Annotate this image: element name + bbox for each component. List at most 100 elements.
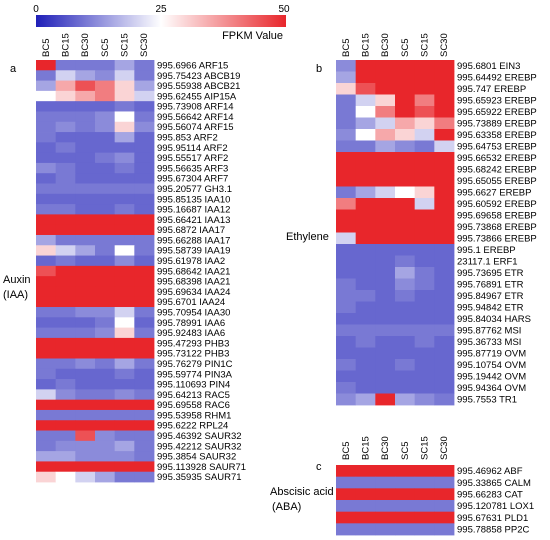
- heatmap-cell: [336, 336, 357, 348]
- column-header-sc5: SC5: [400, 39, 411, 57]
- heatmap-cell: [336, 186, 357, 199]
- column-header-sc15: SC15: [420, 33, 431, 57]
- heatmap-cell: [355, 198, 376, 210]
- row-label: 995.62455 AIP15A: [157, 91, 237, 102]
- row-label: 995.84034 HARS: [457, 314, 531, 325]
- heatmap-cell: [375, 83, 396, 95]
- heatmap-cell: [95, 224, 116, 236]
- heatmap-cell: [395, 129, 416, 141]
- heatmap-cell: [134, 173, 155, 184]
- heatmap-cell: [134, 142, 155, 154]
- heatmap-cell: [395, 60, 416, 72]
- heatmap-cell: [375, 163, 396, 176]
- heatmap-cell: [395, 94, 416, 107]
- heatmap-cell: [355, 278, 376, 291]
- heatmap-cell: [414, 523, 435, 536]
- heatmap-cell: [336, 511, 357, 524]
- heatmap-cell: [55, 101, 76, 112]
- row-label: 995.60592 EREBP: [457, 199, 537, 210]
- heatmap-cell: [434, 175, 455, 187]
- heatmap-cell: [75, 132, 96, 143]
- heatmap-cell: [375, 60, 396, 72]
- colorbar-tick-25: 25: [155, 4, 167, 15]
- heatmap-cell: [95, 440, 116, 452]
- heatmap-cell: [134, 60, 155, 71]
- heatmap-cell: [36, 409, 57, 421]
- heatmap-cell: [114, 461, 135, 473]
- heatmap-cell: [134, 296, 155, 308]
- heatmap-cell: [114, 451, 135, 462]
- heatmap-cell: [75, 409, 96, 421]
- heatmap-cell: [355, 267, 376, 279]
- heatmap-cell: [375, 370, 396, 383]
- heatmap-cell: [355, 511, 376, 524]
- heatmap-cell: [434, 347, 455, 360]
- heatmap-cell: [395, 476, 416, 489]
- row-label: 995.73866 EREBP: [457, 234, 537, 245]
- row-label: 995.6966 ARF15: [157, 60, 228, 71]
- heatmap-cell: [434, 60, 455, 72]
- heatmap-cell: [114, 80, 135, 92]
- heatmap-cell: [395, 140, 416, 153]
- heatmap-cell: [355, 301, 376, 314]
- heatmap-cell: [434, 71, 455, 84]
- heatmap-cell: [134, 80, 155, 92]
- heatmap-cell: [355, 382, 376, 394]
- heatmap-cell: [75, 224, 96, 236]
- heatmap-cell: [336, 347, 357, 360]
- heatmap-cell: [134, 193, 155, 205]
- heatmap-cell: [414, 129, 435, 141]
- heatmap-cell: [95, 90, 116, 102]
- heatmap-cell: [395, 232, 416, 245]
- heatmap-cell: [55, 389, 76, 401]
- heatmap-cell: [114, 121, 135, 133]
- heatmap-cell: [36, 430, 57, 442]
- heatmap-cell: [36, 379, 57, 390]
- heatmap-cell: [36, 224, 57, 236]
- panel-c-letter: c: [316, 461, 322, 473]
- heatmap-cell: [36, 337, 57, 349]
- heatmap-cell: [414, 324, 435, 337]
- heatmap-cell: [55, 245, 76, 256]
- heatmap-cell: [355, 163, 376, 176]
- row-label: 995.67304 ARF7: [157, 174, 228, 185]
- row-label: 995.63358 EREBP: [457, 130, 537, 141]
- heatmap-cell: [434, 244, 455, 256]
- heatmap-cell: [336, 129, 357, 141]
- heatmap-cell: [36, 193, 57, 205]
- heatmap-cell: [375, 71, 396, 84]
- heatmap-cell: [336, 175, 357, 187]
- heatmap-cell: [36, 307, 57, 318]
- heatmap-cell: [95, 358, 116, 370]
- heatmap-cell: [75, 111, 96, 123]
- heatmap-cell: [414, 244, 435, 256]
- row-label: 995.35935 SAUR71: [157, 472, 242, 483]
- heatmap-cell: [414, 175, 435, 187]
- heatmap-panel-c: BC5 BC15 BC30 SC5 SC15 SC30 995.46962 ABF995.3…: [336, 436, 534, 535]
- row-label: 995.73868 EREBP: [457, 222, 537, 233]
- row-label: 995.69658 EREBP: [457, 211, 537, 222]
- heatmap-cell: [434, 232, 455, 245]
- heatmap-cell: [336, 359, 357, 371]
- heatmap-cell: [75, 152, 96, 164]
- row-label: 995.61978 IAA2: [157, 256, 225, 267]
- heatmap-cell: [134, 337, 155, 349]
- heatmap-cell: [395, 71, 416, 84]
- row-label: 995.747 EREBP: [457, 84, 526, 95]
- heatmap-cell: [434, 336, 455, 348]
- heatmap-cell: [55, 204, 76, 215]
- colorbar: 0 25 50 FPKM Value: [33, 4, 290, 42]
- heatmap-cell: [434, 140, 455, 153]
- heatmap-cell: [414, 382, 435, 394]
- heatmap-cell: [55, 358, 76, 370]
- heatmap-cell: [114, 420, 135, 431]
- row-label: 995.56642 ARF14: [157, 112, 234, 123]
- heatmap-cell: [75, 461, 96, 473]
- heatmap-cell: [55, 90, 76, 102]
- row-label: 995.70954 IAA30: [157, 308, 230, 319]
- heatmap-cell: [55, 276, 76, 287]
- heatmap-cell: [434, 465, 455, 478]
- row-label: 995.64753 EREBP: [457, 142, 537, 153]
- heatmap-cell: [55, 255, 76, 267]
- heatmap-cell: [375, 393, 396, 406]
